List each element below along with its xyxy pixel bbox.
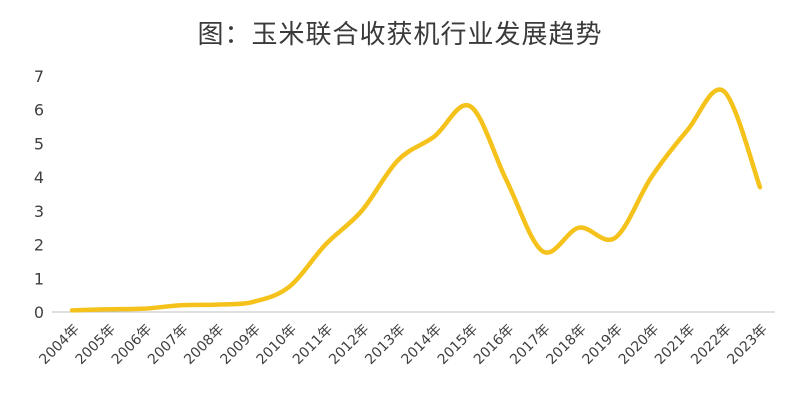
- series-line: [69, 87, 763, 313]
- y-tick-label: 5: [34, 134, 44, 153]
- y-tick-label: 3: [34, 202, 44, 221]
- y-tick-label: 7: [34, 67, 44, 86]
- y-tick-label: 2: [34, 236, 44, 255]
- x-tick-label: 2023年: [724, 322, 770, 368]
- chart-title: 图：玉米联合收获机行业发展趋势: [197, 20, 603, 50]
- y-tick-label: 0: [34, 303, 44, 322]
- y-axis-ticks: 0 1 2 3 4 5 6 7: [34, 67, 44, 322]
- y-tick-label: 6: [34, 101, 44, 120]
- y-tick-label: 4: [34, 168, 44, 187]
- y-tick-label: 1: [34, 269, 44, 288]
- x-axis-ticks: 2004年2005年2006年2007年2008年2009年2010年2011年…: [36, 322, 770, 368]
